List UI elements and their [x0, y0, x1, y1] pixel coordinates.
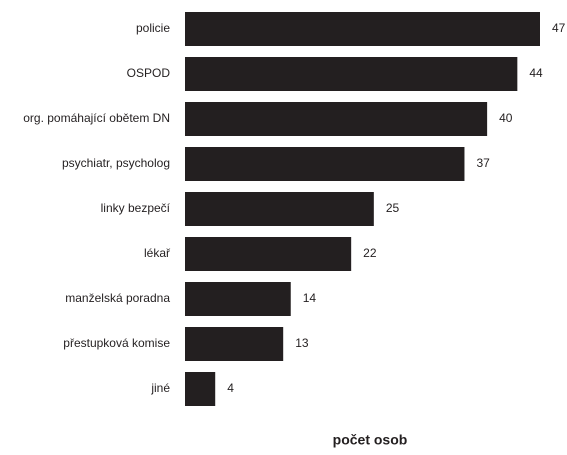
y-tick-label: linky bezpečí	[101, 201, 171, 215]
value-label: 14	[303, 291, 317, 305]
y-tick-label: přestupková komise	[63, 336, 170, 350]
y-tick-label: policie	[136, 21, 170, 35]
value-label: 37	[476, 156, 490, 170]
bar	[185, 147, 465, 181]
bar	[185, 282, 291, 316]
value-label: 47	[552, 21, 566, 35]
bar	[185, 12, 540, 46]
bar	[185, 102, 488, 136]
value-label: 44	[529, 66, 543, 80]
x-axis-title: počet osob	[333, 432, 408, 448]
y-tick-label: manželská poradna	[65, 291, 170, 305]
bar	[185, 57, 518, 91]
value-label: 40	[499, 111, 513, 125]
bar	[185, 192, 374, 226]
y-tick-label: lékař	[144, 246, 171, 260]
bar	[185, 237, 352, 271]
y-tick-label: psychiatr, psycholog	[62, 156, 170, 170]
value-label: 22	[363, 246, 377, 260]
value-label: 4	[227, 381, 234, 395]
bar	[185, 327, 284, 361]
value-label: 13	[295, 336, 309, 350]
y-tick-label: org. pomáhající obětem DN	[23, 111, 170, 125]
bar	[185, 372, 216, 406]
y-tick-label: OSPOD	[127, 66, 171, 80]
value-label: 25	[386, 201, 400, 215]
y-tick-label: jiné	[150, 381, 170, 395]
